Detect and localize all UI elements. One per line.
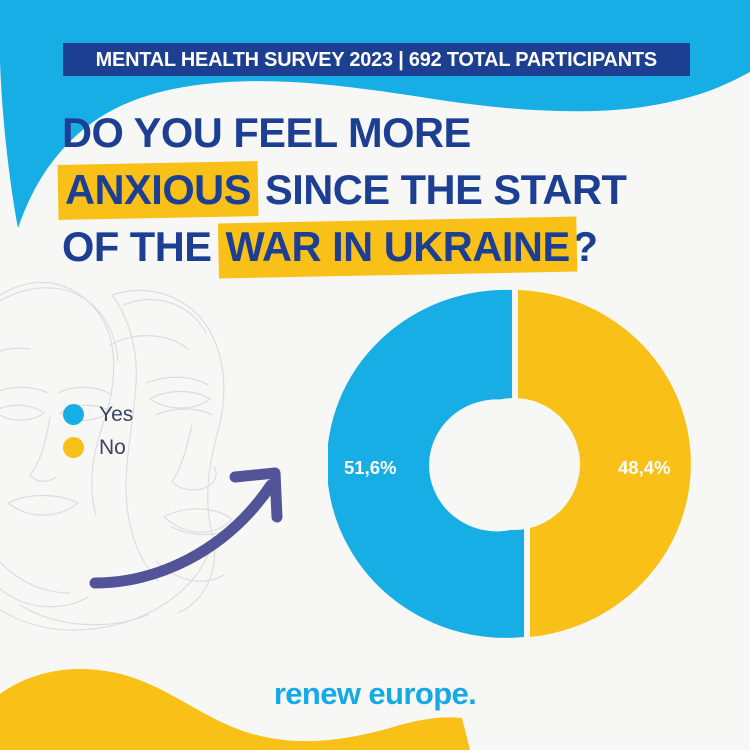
legend-swatch-no: [63, 437, 84, 458]
survey-header-text: MENTAL HEALTH SURVEY 2023 | 692 TOTAL PA…: [95, 47, 658, 71]
title-highlight-war-in-ukraine: WAR IN UKRAINE: [222, 218, 574, 275]
donut-value-label-yes: 51,6%: [344, 457, 397, 478]
renew-europe-logo: renew europe.: [0, 676, 750, 712]
title-line-3: OF THE WAR IN UKRAINE?: [62, 218, 696, 275]
legend-swatch-yes: [63, 404, 84, 425]
title-line-2: ANXIOUS SINCE THE START: [62, 161, 696, 218]
title-line-2-rest: SINCE THE START: [253, 166, 627, 213]
legend-item-no[interactable]: No: [63, 431, 133, 464]
title-line-3-prefix: OF THE: [62, 223, 223, 270]
donut-slice-yes: [328, 289, 524, 638]
donut-value-label-no: 48,4%: [618, 457, 671, 478]
logo-text: renew europe.: [273, 676, 477, 711]
face-line-art-illustration: [0, 281, 233, 631]
donut-slice-no: [518, 290, 691, 637]
donut-chart: [328, 289, 691, 638]
donut-hole: [448, 398, 580, 530]
chart-legend: Yes No: [63, 398, 133, 464]
legend-label-yes: Yes: [99, 402, 134, 426]
page-title: DO YOU FEEL MORE ANXIOUS SINCE THE START…: [62, 104, 702, 275]
curved-arrow-icon: [89, 467, 283, 589]
legend-item-yes[interactable]: Yes: [63, 398, 133, 431]
title-line-1: DO YOU FEEL MORE: [62, 109, 471, 156]
title-line-3-suffix: ?: [572, 223, 598, 270]
legend-label-no: No: [99, 435, 126, 459]
title-highlight-anxious: ANXIOUS: [61, 161, 255, 218]
survey-header-banner: MENTAL HEALTH SURVEY 2023 | 692 TOTAL PA…: [63, 43, 690, 76]
